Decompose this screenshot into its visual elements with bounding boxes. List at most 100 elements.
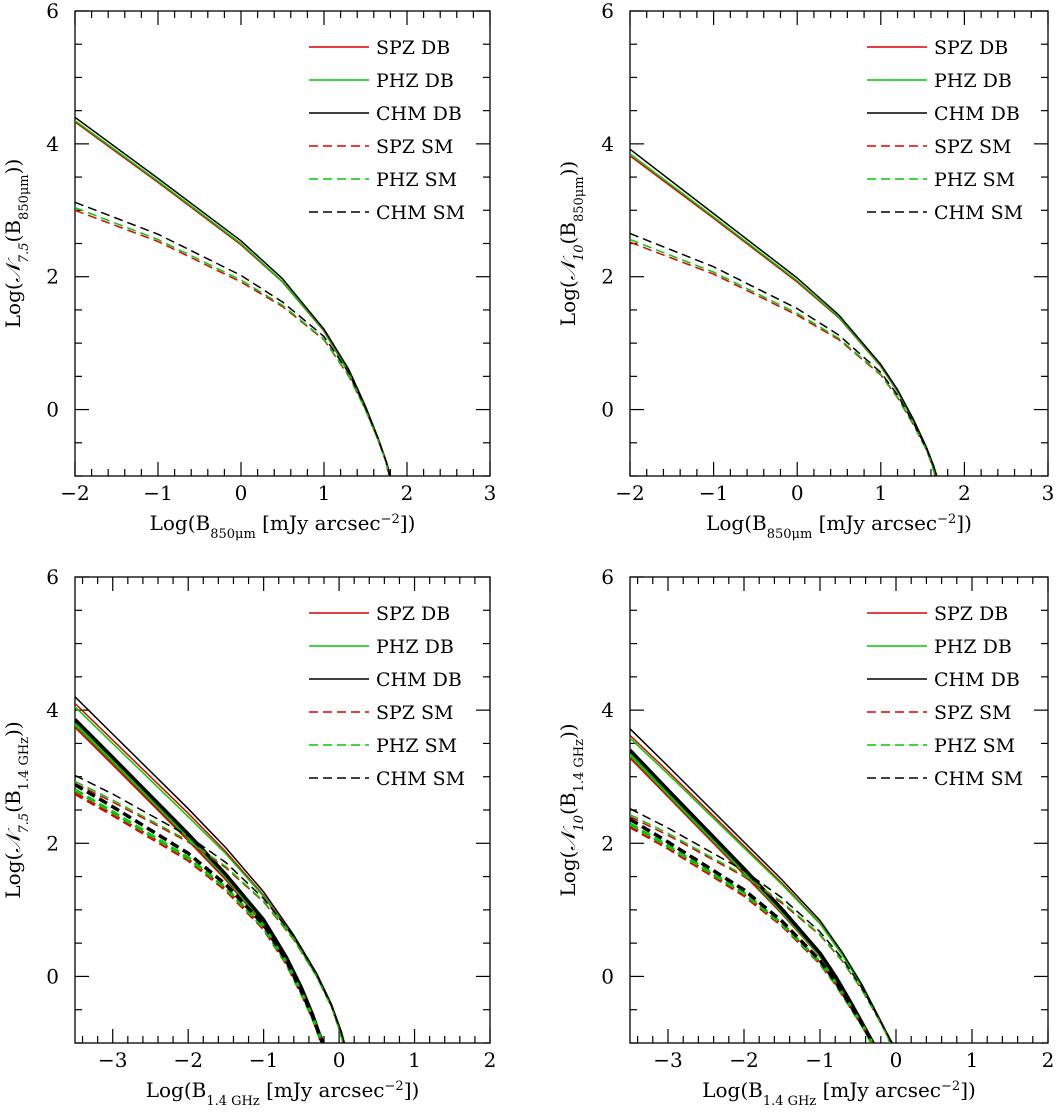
y-tick-label: 2 [601,265,614,289]
legend-label: SPZ DB [376,603,450,625]
series-line-phz-sm [630,822,874,1043]
legend-label: CHM DB [376,103,462,125]
series-line-spz-sm [75,791,324,1043]
x-tick-label: 2 [958,481,971,505]
series-line-chm-sm [630,817,874,1043]
chart-panel-1: −2 −1 0 1 2 3 0 2 4 6 Log(B850μm [mJy arcsec−2]) Lo… [1,0,496,542]
series-line-phz-db [630,153,937,476]
series-line-phz-sm [75,206,390,476]
series-line-chm-sm [75,201,391,476]
y-tick-label: 4 [601,698,614,722]
series-group [75,116,392,476]
x-tick-label: −2 [729,1048,758,1072]
series-line-chm-db [75,718,325,1043]
y-tick-label: 4 [46,698,59,722]
x-tick-label: −2 [173,1048,202,1072]
legend-label: PHZ SM [376,735,457,757]
x-tick-label: −1 [249,1048,278,1072]
chart-panel-2: −2 −1 0 1 2 3 0 2 4 6 Log(B850μm [mJy arcsec−2]) Lo… [556,0,1054,542]
y-tick-label: 0 [601,964,614,988]
y-tick-label: 6 [46,0,59,23]
x-tick-label: −1 [699,481,728,505]
y-tick-label: 2 [601,831,614,855]
y-tick-label: 2 [46,831,59,855]
legend-label: SPZ SM [376,702,454,724]
x-axis-label: Log(B1.4 GHz [mJy arcsec−2]) [702,1078,976,1109]
legend-label: CHM SM [934,202,1023,224]
legend-label: SPZ DB [934,603,1008,625]
series-line-chm-db [630,148,938,476]
x-tick-label: −2 [615,481,644,505]
x-axis-label: Log(B850μm [mJy arcsec−2]) [706,511,972,542]
series-line-spz-db [630,155,937,476]
legend: SPZ DB PHZ DB CHM DB SPZ SM PHZ SM CHM SM [309,37,465,224]
series-line-chm-sm [630,808,893,1043]
legend-label: PHZ DB [376,70,454,92]
x-tick-label: 1 [966,1048,979,1072]
x-tick-label: 0 [791,481,804,505]
y-tick-label: 4 [46,132,59,156]
series-line-spz-sm [630,241,936,476]
y-tick-label: 6 [601,0,614,23]
x-tick-label: 0 [890,1048,903,1072]
legend-label: CHM SM [934,768,1023,790]
x-tick-label: −1 [143,481,172,505]
legend-label: CHM DB [934,669,1020,691]
x-tick-label: 3 [1042,481,1055,505]
series-line-phz-sm [630,238,936,476]
x-axis-label: Log(B1.4 GHz [mJy arcsec−2]) [146,1078,420,1109]
series-group [75,696,346,1043]
x-tick-label: −1 [805,1048,834,1072]
y-tick-label: 6 [46,565,59,589]
legend-label: SPZ DB [376,37,450,59]
legend-label: SPZ SM [376,136,454,158]
series-line-spz-db [75,724,325,1043]
y-tick-label: 2 [46,265,59,289]
x-tick-label: 0 [235,481,248,505]
y-axis-label: Log(𝒩10(B850μm)) [556,161,587,326]
legend-label: SPZ SM [934,136,1012,158]
y-axis-label: Log(𝒩10(B1.4 GHz)) [556,723,587,896]
x-tick-label: 2 [1042,1048,1055,1072]
x-axis-label: Log(B850μm [mJy arcsec−2]) [150,511,416,542]
series-line-chm-sm [75,783,325,1043]
x-tick-label: −2 [60,481,89,505]
x-tick-label: −3 [653,1048,682,1072]
series-line-phz-db [75,119,391,476]
x-tick-label: 2 [484,1048,497,1072]
x-tick-label: 1 [874,481,887,505]
legend-label: PHZ SM [934,169,1015,191]
series-line-spz-sm [75,782,344,1043]
x-tick-label: 2 [401,481,414,505]
x-tick-label: 1 [318,481,331,505]
legend-label: SPZ DB [934,37,1008,59]
legend-label: PHZ DB [376,636,454,658]
chart-panel-3: −3 −2 −1 0 1 2 0 2 4 6 Log(B1.4 GHz [mJy arcsec−2]… [1,565,496,1109]
y-axis-label: Log(𝒩7.5(B1.4 GHz)) [1,721,32,898]
series-line-phz-sm [75,788,324,1043]
y-tick-label: 0 [46,964,59,988]
chart-panel-4: −3 −2 −1 0 1 2 0 2 4 6 Log(B1.4 GHz [mJy arcsec−2]… [556,565,1054,1109]
legend-label: CHM DB [934,103,1020,125]
legend-label: CHM SM [376,202,465,224]
y-tick-label: 6 [601,565,614,589]
legend-label: PHZ DB [934,636,1012,658]
series-line-spz-db [75,121,391,476]
legend-label: PHZ SM [376,169,457,191]
series-group [630,148,938,476]
series-line-chm-db [75,116,392,476]
x-tick-label: 3 [484,481,497,505]
legend-label: SPZ SM [934,702,1012,724]
series-line-spz-sm [75,209,390,476]
series-line-chm-sm [75,774,345,1043]
legend-label: CHM DB [376,669,462,691]
series-line-phz-sm [630,814,891,1043]
series-line-phz-db [75,722,325,1043]
series-line-phz-sm [75,780,344,1043]
x-tick-label: −3 [98,1048,127,1072]
legend-label: CHM SM [376,768,465,790]
x-tick-label: 0 [333,1048,346,1072]
series-line-spz-sm [630,825,874,1043]
legend-label: PHZ SM [934,735,1015,757]
